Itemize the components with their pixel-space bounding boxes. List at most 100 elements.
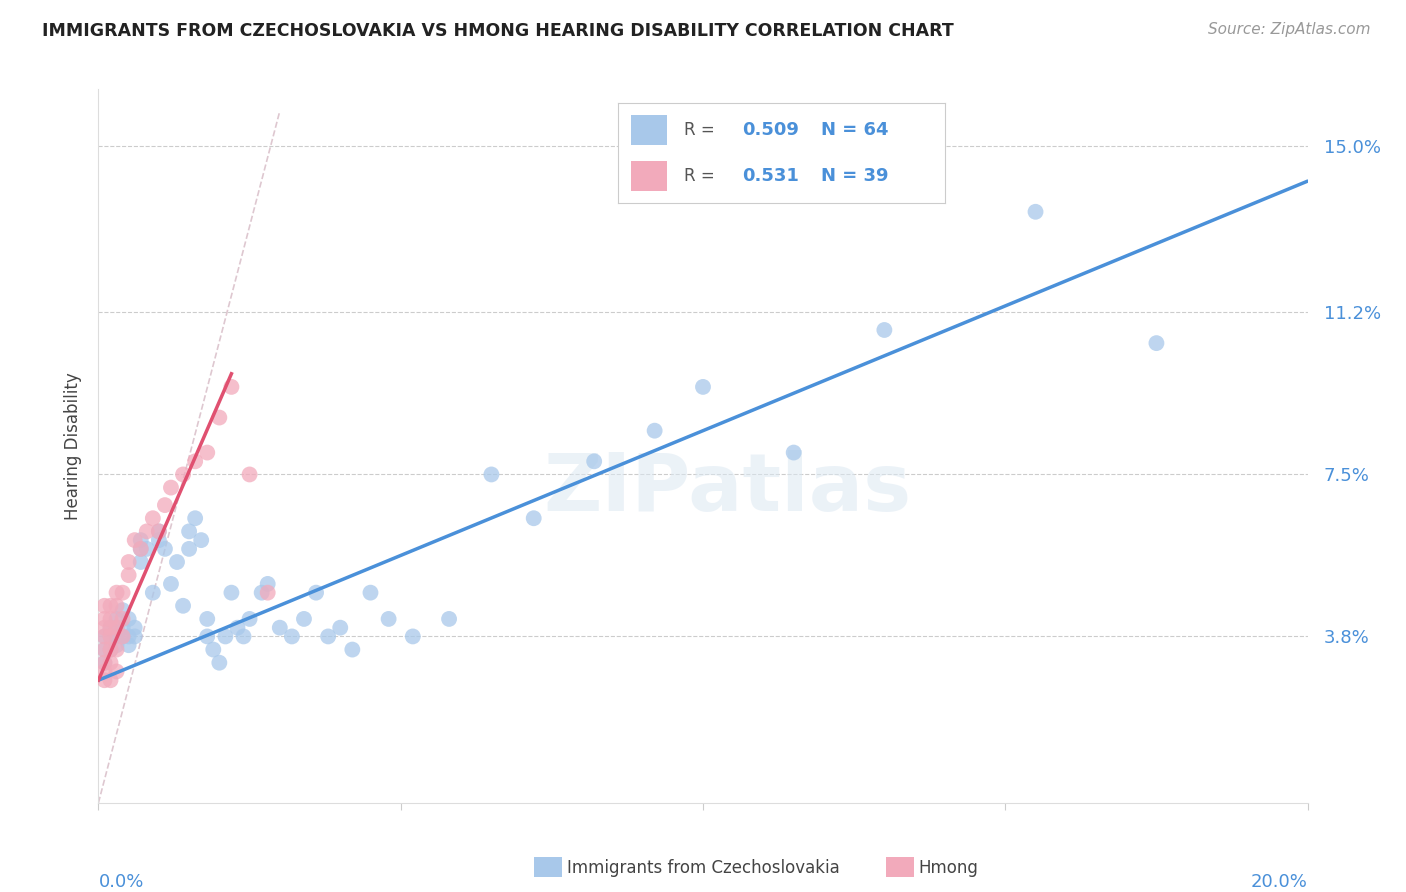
- Point: [100, 629, 122, 643]
- Point: [118, 629, 141, 643]
- Point: [118, 568, 141, 582]
- Point: [93, 673, 115, 688]
- Point: [105, 629, 128, 643]
- Point: [93, 612, 115, 626]
- Point: [195, 612, 218, 626]
- Point: [93, 665, 115, 679]
- Point: [100, 642, 122, 657]
- Point: [111, 612, 134, 626]
- Point: [124, 629, 146, 643]
- Point: [118, 555, 141, 569]
- Point: [148, 524, 170, 539]
- Point: [100, 621, 122, 635]
- Point: [142, 585, 165, 599]
- Point: [481, 467, 503, 482]
- Point: [873, 323, 896, 337]
- Point: [583, 454, 606, 468]
- Point: [184, 454, 207, 468]
- Point: [190, 533, 212, 548]
- Point: [142, 511, 165, 525]
- Point: [148, 524, 170, 539]
- Point: [129, 533, 152, 548]
- Point: [129, 555, 152, 569]
- Point: [135, 524, 157, 539]
- Point: [111, 629, 134, 643]
- Point: [281, 629, 304, 643]
- Point: [208, 410, 231, 425]
- Point: [105, 612, 128, 626]
- Point: [179, 524, 201, 539]
- Point: [195, 629, 218, 643]
- Point: [1144, 336, 1167, 351]
- Point: [111, 585, 134, 599]
- Point: [305, 585, 328, 599]
- Point: [118, 612, 141, 626]
- Point: [100, 656, 122, 670]
- Point: [239, 612, 262, 626]
- Point: [124, 533, 146, 548]
- Y-axis label: Hearing Disability: Hearing Disability: [63, 372, 82, 520]
- Point: [221, 380, 243, 394]
- Text: IMMIGRANTS FROM CZECHOSLOVAKIA VS HMONG HEARING DISABILITY CORRELATION CHART: IMMIGRANTS FROM CZECHOSLOVAKIA VS HMONG …: [42, 22, 953, 40]
- Point: [402, 629, 425, 643]
- Point: [129, 541, 152, 556]
- Text: Hmong: Hmong: [918, 859, 979, 877]
- Point: [148, 533, 170, 548]
- Point: [292, 612, 315, 626]
- Point: [93, 642, 115, 657]
- Point: [93, 621, 115, 635]
- Point: [100, 621, 122, 635]
- Point: [202, 642, 225, 657]
- Text: Immigrants from Czechoslovakia: Immigrants from Czechoslovakia: [567, 859, 839, 877]
- Point: [100, 599, 122, 613]
- Point: [172, 599, 194, 613]
- Point: [377, 612, 399, 626]
- Point: [692, 380, 714, 394]
- Point: [118, 638, 141, 652]
- Point: [256, 585, 278, 599]
- Point: [135, 541, 157, 556]
- Point: [105, 638, 128, 652]
- Text: Source: ZipAtlas.com: Source: ZipAtlas.com: [1208, 22, 1371, 37]
- Point: [93, 656, 115, 670]
- Point: [100, 612, 122, 626]
- Point: [269, 621, 291, 635]
- Point: [214, 629, 236, 643]
- Point: [316, 629, 339, 643]
- Point: [329, 621, 352, 635]
- Text: ZIPatlas: ZIPatlas: [543, 450, 911, 528]
- Point: [105, 599, 128, 613]
- Point: [93, 629, 115, 643]
- Point: [124, 621, 146, 635]
- Point: [184, 511, 207, 525]
- Point: [105, 621, 128, 635]
- Point: [105, 621, 128, 635]
- Point: [232, 629, 254, 643]
- Point: [105, 665, 128, 679]
- Text: 20.0%: 20.0%: [1251, 873, 1308, 891]
- Point: [644, 424, 666, 438]
- Point: [250, 585, 273, 599]
- Point: [129, 541, 152, 556]
- Point: [153, 541, 176, 556]
- Point: [111, 629, 134, 643]
- Point: [195, 445, 218, 459]
- Point: [105, 642, 128, 657]
- Point: [226, 621, 249, 635]
- Point: [111, 603, 134, 617]
- Point: [208, 656, 231, 670]
- Point: [111, 621, 134, 635]
- Point: [93, 642, 115, 657]
- Point: [783, 445, 806, 459]
- Point: [100, 629, 122, 643]
- Point: [105, 585, 128, 599]
- Point: [160, 481, 183, 495]
- Point: [93, 629, 115, 643]
- Point: [360, 585, 382, 599]
- Point: [172, 467, 194, 482]
- Point: [179, 541, 201, 556]
- Point: [221, 585, 243, 599]
- Point: [342, 642, 364, 657]
- Point: [153, 498, 176, 512]
- Point: [100, 642, 122, 657]
